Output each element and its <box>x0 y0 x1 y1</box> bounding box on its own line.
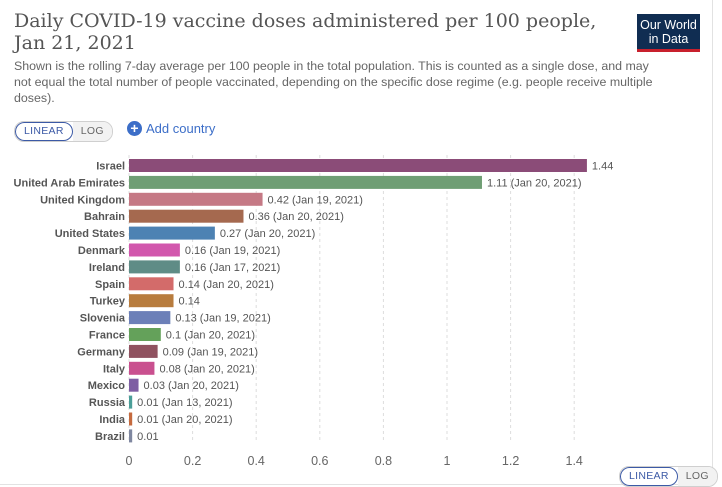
category-label-13: Mexico <box>88 380 126 392</box>
bar-4 <box>129 226 215 240</box>
bar-2 <box>129 192 263 206</box>
category-label-2: United Kingdom <box>40 194 125 206</box>
bar-0 <box>129 159 587 172</box>
x-tick-label-0: 0 <box>126 454 133 468</box>
value-label-6: 0.16 (Jan 17, 2021) <box>185 262 280 274</box>
value-label-3: 0.36 (Jan 20, 2021) <box>248 211 343 223</box>
owid-logo[interactable]: Our World in Data <box>637 14 700 52</box>
value-label-0: 1.44 <box>592 161 613 173</box>
value-label-10: 0.1 (Jan 20, 2021) <box>166 330 255 342</box>
category-label-9: Slovenia <box>80 313 126 325</box>
category-label-0: Israel <box>96 161 125 173</box>
x-tick-label-6: 1.2 <box>502 454 519 468</box>
category-label-6: Ireland <box>89 262 125 274</box>
x-tick-label-3: 0.6 <box>311 454 328 468</box>
category-label-10: France <box>89 330 125 342</box>
logo-line-1: Our World <box>640 18 697 32</box>
bar-11 <box>129 344 158 358</box>
log-scale-button-bottom[interactable]: LOG <box>677 467 717 486</box>
category-label-1: United Arab Emirates <box>14 177 125 189</box>
value-label-14: 0.01 (Jan 13, 2021) <box>137 397 232 409</box>
value-label-8: 0.14 <box>179 296 200 308</box>
bar-chart: 0 0.2 0.4 0.6 0.8 1 1.2 1.4 Israel 1.44 United Ara… <box>14 155 613 468</box>
plus-circle-icon: + <box>127 121 142 136</box>
value-label-7: 0.14 (Jan 20, 2021) <box>179 279 274 291</box>
value-label-4: 0.27 (Jan 20, 2021) <box>220 228 315 240</box>
bar-3 <box>129 209 244 223</box>
bar-8 <box>129 294 174 308</box>
category-label-4: United States <box>55 228 125 240</box>
linear-scale-button[interactable]: LINEAR <box>15 122 73 141</box>
bar-6 <box>129 260 180 274</box>
category-label-11: Germany <box>77 346 126 358</box>
value-label-13: 0.03 (Jan 20, 2021) <box>144 380 239 392</box>
bar-13 <box>129 378 139 392</box>
bar-10 <box>129 328 161 341</box>
category-label-12: Italy <box>103 363 126 375</box>
category-label-15: India <box>99 414 126 426</box>
chart-title: Daily COVID-19 vaccine doses administere… <box>14 10 597 54</box>
x-tick-label-4: 0.8 <box>375 454 392 468</box>
bar-15 <box>129 412 133 426</box>
category-label-3: Bahrain <box>84 211 125 223</box>
value-label-15: 0.01 (Jan 20, 2021) <box>137 414 232 426</box>
add-country-label: Add country <box>146 121 216 136</box>
bar-14 <box>129 395 133 409</box>
category-label-7: Spain <box>95 279 125 291</box>
category-label-8: Turkey <box>90 296 126 308</box>
value-label-9: 0.13 (Jan 19, 2021) <box>175 313 270 325</box>
bar-9 <box>129 311 171 325</box>
chart-subtitle: Shown is the rolling 7-day average per 1… <box>14 59 653 105</box>
x-tick-label-1: 0.2 <box>184 454 201 468</box>
value-label-16: 0.01 <box>137 431 158 443</box>
value-label-1: 1.11 (Jan 20, 2021) <box>487 177 582 189</box>
x-tick-label-7: 1.4 <box>566 454 583 468</box>
add-country-button[interactable]: + Add country <box>127 121 215 136</box>
x-tick-label-5: 1 <box>444 454 451 468</box>
value-label-12: 0.08 (Jan 20, 2021) <box>159 363 254 375</box>
x-tick-label-2: 0.4 <box>248 454 265 468</box>
value-label-5: 0.16 (Jan 19, 2021) <box>185 245 280 257</box>
bar-12 <box>129 361 155 375</box>
bar-7 <box>129 277 174 291</box>
value-label-11: 0.09 (Jan 19, 2021) <box>163 346 258 358</box>
category-label-14: Russia <box>89 397 126 409</box>
category-label-5: Denmark <box>78 245 126 257</box>
bar-5 <box>129 243 180 257</box>
log-scale-button[interactable]: LOG <box>72 122 112 141</box>
scale-toggle-top: LINEAR LOG <box>14 121 113 142</box>
bar-1 <box>129 175 482 189</box>
logo-line-2: in Data <box>648 32 689 46</box>
linear-scale-button-bottom[interactable]: LINEAR <box>620 467 678 486</box>
bar-16 <box>129 429 133 443</box>
value-label-2: 0.42 (Jan 19, 2021) <box>268 194 363 206</box>
scale-toggle-bottom: LINEAR LOG <box>619 466 718 487</box>
category-label-16: Brazil <box>95 431 125 443</box>
